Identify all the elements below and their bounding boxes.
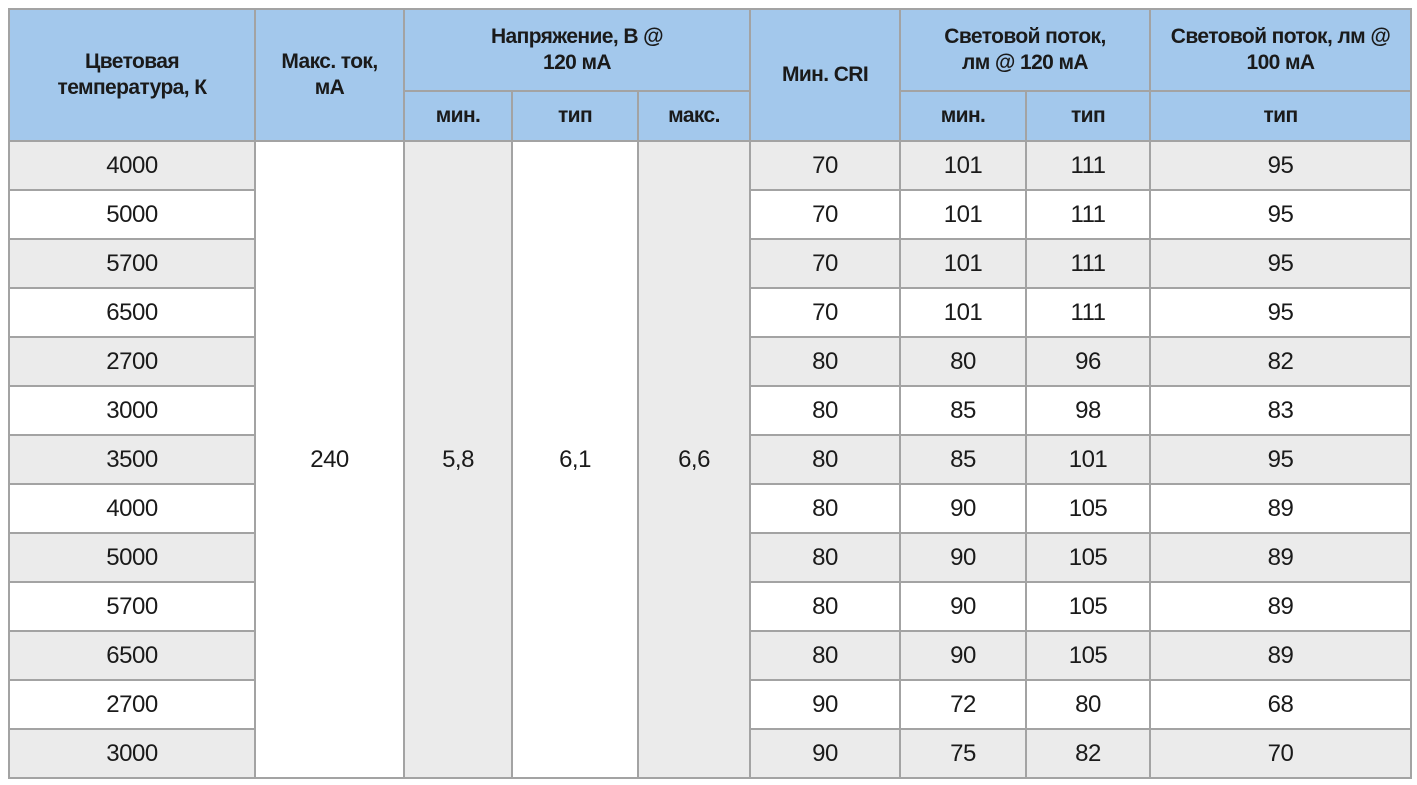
cell-flux100-typ: 68 <box>1149 679 1413 730</box>
cell-flux120-min: 85 <box>899 434 1027 485</box>
cell-min-cri: 70 <box>749 140 901 191</box>
table-row: 2700 80 80 96 82 <box>8 336 1413 387</box>
cell-flux120-min: 90 <box>899 581 1027 632</box>
cell-color-temp: 6500 <box>8 630 256 681</box>
header-v-max: макс. <box>637 90 751 142</box>
cell-flux100-typ: 89 <box>1149 581 1413 632</box>
cell-min-cri: 70 <box>749 238 901 289</box>
cell-flux120-min: 101 <box>899 189 1027 240</box>
cell-flux100-typ: 82 <box>1149 336 1413 387</box>
table-row: 5700 70 101 111 95 <box>8 238 1413 289</box>
header-max-current: Макс. ток, мА <box>254 8 405 142</box>
table-row: 3000 80 85 98 83 <box>8 385 1413 436</box>
cell-flux120-typ: 101 <box>1024 434 1152 485</box>
cell-flux120-min: 85 <box>899 385 1027 436</box>
cell-flux120-typ: 105 <box>1024 532 1152 583</box>
cell-flux120-typ: 80 <box>1024 679 1152 730</box>
cell-min-cri: 70 <box>749 287 901 338</box>
cell-min-cri: 90 <box>749 728 901 779</box>
cell-flux100-typ: 95 <box>1149 140 1413 191</box>
cell-color-temp: 4000 <box>8 140 256 191</box>
cell-color-temp: 6500 <box>8 287 256 338</box>
cell-flux120-typ: 105 <box>1024 581 1152 632</box>
header-voltage: Напряжение, В @ 120 мА <box>403 8 751 92</box>
cell-color-temp: 3500 <box>8 434 256 485</box>
cell-flux120-typ: 105 <box>1024 483 1152 534</box>
header-flux-100: Световой поток, лм @ 100 мА <box>1149 8 1413 92</box>
cell-flux100-typ: 95 <box>1149 287 1413 338</box>
header-flux-120: Световой поток, лм @ 120 мА <box>898 8 1152 92</box>
cell-flux120-min: 90 <box>899 532 1027 583</box>
table-row: 3000 90 75 82 70 <box>8 728 1413 779</box>
cell-min-cri: 80 <box>749 483 901 534</box>
header-f120-min: мин. <box>899 90 1027 142</box>
cell-min-cri: 70 <box>749 189 901 240</box>
cell-min-cri: 80 <box>749 434 901 485</box>
cell-flux120-typ: 111 <box>1024 140 1152 191</box>
cell-flux120-min: 101 <box>899 287 1027 338</box>
cell-voltage-min: 5,8 <box>403 140 513 779</box>
cell-flux120-min: 75 <box>899 728 1027 779</box>
cell-flux100-typ: 89 <box>1149 532 1413 583</box>
cell-flux120-typ: 111 <box>1024 189 1152 240</box>
header-color-temp: Цветовая температура, К <box>8 8 256 142</box>
cell-min-cri: 80 <box>749 581 901 632</box>
cell-flux100-typ: 95 <box>1149 189 1413 240</box>
cell-flux120-typ: 82 <box>1024 728 1152 779</box>
header-v-typ: тип <box>511 90 639 142</box>
cell-flux120-min: 72 <box>899 679 1027 730</box>
cell-color-temp: 3000 <box>8 728 256 779</box>
cell-min-cri: 90 <box>749 679 901 730</box>
cell-flux100-typ: 95 <box>1149 238 1413 289</box>
cell-flux120-typ: 98 <box>1024 385 1152 436</box>
cell-flux120-typ: 96 <box>1024 336 1152 387</box>
header-v-min: мин. <box>403 90 513 142</box>
cell-max-current: 240 <box>254 140 405 779</box>
cell-color-temp: 3000 <box>8 385 256 436</box>
table-row: 5000 80 90 105 89 <box>8 532 1413 583</box>
cell-flux100-typ: 89 <box>1149 483 1413 534</box>
cell-flux120-typ: 105 <box>1024 630 1152 681</box>
header-min-cri: Мин. CRI <box>749 8 901 142</box>
cell-flux120-min: 90 <box>899 483 1027 534</box>
cell-flux120-min: 90 <box>899 630 1027 681</box>
header-f120-typ: тип <box>1024 90 1152 142</box>
table-row: 3500 80 85 101 95 <box>8 434 1413 485</box>
cell-color-temp: 5000 <box>8 532 256 583</box>
cell-min-cri: 80 <box>749 630 901 681</box>
cell-color-temp: 2700 <box>8 679 256 730</box>
cell-color-temp: 5700 <box>8 238 256 289</box>
table-row: 6500 80 90 105 89 <box>8 630 1413 681</box>
cell-flux100-typ: 95 <box>1149 434 1413 485</box>
cell-color-temp: 2700 <box>8 336 256 387</box>
cell-flux120-min: 101 <box>899 140 1027 191</box>
specs-table: Цветовая температура, К Макс. ток, мА На… <box>8 8 1413 779</box>
table-row: 5000 70 101 111 95 <box>8 189 1413 240</box>
cell-min-cri: 80 <box>749 532 901 583</box>
cell-color-temp: 5000 <box>8 189 256 240</box>
cell-min-cri: 80 <box>749 385 901 436</box>
cell-min-cri: 80 <box>749 336 901 387</box>
table-row: 4000 240 5,8 6,1 6,6 70 101 111 95 <box>8 140 1413 779</box>
cell-flux100-typ: 70 <box>1149 728 1413 779</box>
table-row: 4000 80 90 105 89 <box>8 483 1413 534</box>
cell-voltage-typ: 6,1 <box>511 140 639 779</box>
header-f100-typ: тип <box>1149 90 1413 142</box>
cell-flux120-typ: 111 <box>1024 287 1152 338</box>
table-row: 5700 80 90 105 89 <box>8 581 1413 632</box>
cell-color-temp: 5700 <box>8 581 256 632</box>
table-row: 2700 90 72 80 68 <box>8 679 1413 730</box>
cell-flux100-typ: 83 <box>1149 385 1413 436</box>
cell-flux100-typ: 89 <box>1149 630 1413 681</box>
table-row: 6500 70 101 111 95 <box>8 287 1413 338</box>
cell-voltage-max: 6,6 <box>637 140 751 779</box>
cell-color-temp: 4000 <box>8 483 256 534</box>
cell-flux120-min: 80 <box>899 336 1027 387</box>
cell-flux120-min: 101 <box>899 238 1027 289</box>
cell-flux120-typ: 111 <box>1024 238 1152 289</box>
